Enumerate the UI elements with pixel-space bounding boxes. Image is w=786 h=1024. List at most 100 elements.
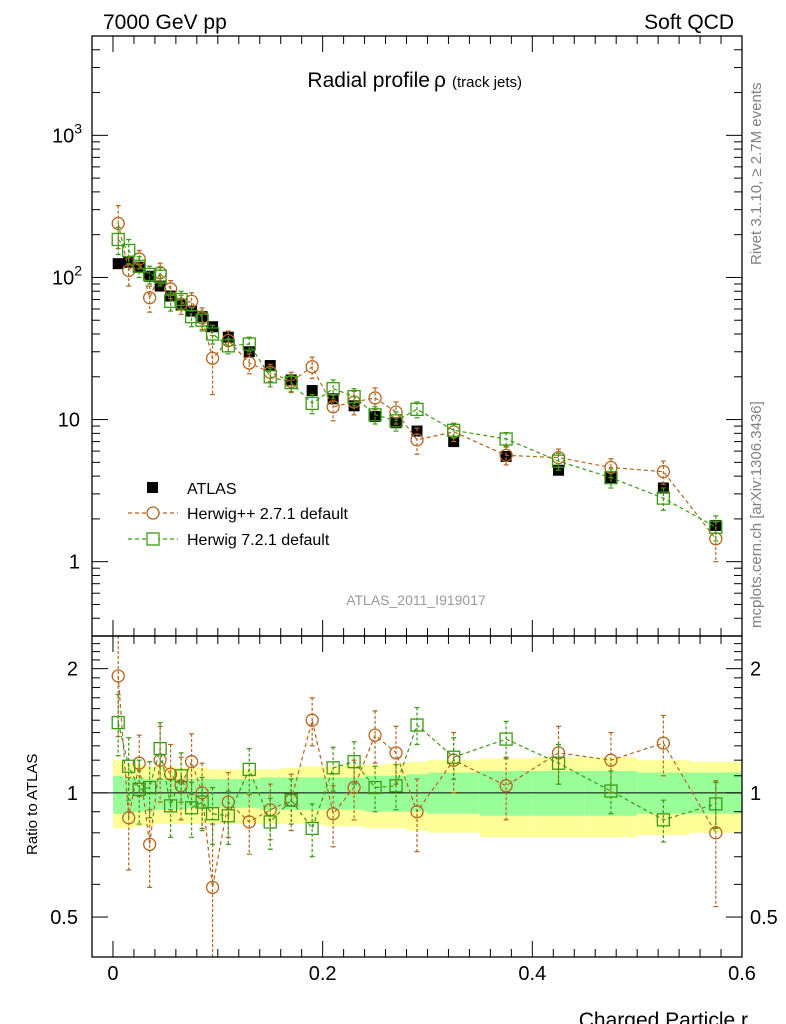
y-tick-label: 102 [52, 262, 82, 289]
analysis-id: ATLAS_2011_I919017 [346, 592, 486, 608]
ratio-plot-data [111, 635, 723, 957]
herwig7-point [221, 339, 235, 353]
ratio-herwigpp-point [132, 756, 146, 770]
ratio-herwig7-point [389, 779, 403, 793]
legend-atlas-label: ATLAS [187, 481, 237, 498]
ratio-herwig7-point [284, 793, 298, 807]
band-inner-segment [154, 779, 166, 810]
ratio-herwig7-point [174, 769, 188, 783]
band-inner-segment [112, 775, 124, 814]
legend-herwigpp-label: Herwig++ 2.7.1 default [187, 506, 349, 523]
ratio-herwigpp-point [184, 755, 199, 769]
herwig7-point [305, 396, 319, 411]
herwigpp-point [656, 465, 671, 479]
atlas-data-point [710, 519, 722, 531]
herwigpp-point [132, 252, 146, 266]
herwigpp-point [242, 356, 256, 370]
herwig7-point [709, 520, 723, 534]
ratio-y-axis-label: Ratio to ATLAS [24, 754, 41, 855]
herwig7-point [184, 309, 199, 324]
herwigpp-point [184, 294, 199, 308]
herwig7-point [389, 414, 403, 428]
herwig7-point [122, 243, 136, 258]
herwig7-point [163, 294, 178, 308]
ratio-herwig7-point [263, 815, 277, 829]
herwig7-point [284, 375, 298, 390]
herwigpp-point [143, 291, 157, 305]
herwig7-point [143, 267, 157, 282]
herwig7-line [117, 239, 717, 528]
ratio-y-tick-label: 2 [67, 659, 78, 681]
herwig7-point [326, 382, 340, 396]
ratio-herwig7-point [368, 780, 382, 795]
herwig7-point [499, 432, 513, 446]
ratio-y-tick-label-right: 1 [750, 783, 761, 805]
atlas-data-point [369, 411, 381, 423]
ratio-herwig7-point [195, 795, 209, 809]
legend-herwig7-label: Herwig 7.2.1 default [187, 532, 330, 549]
herwig7-point [132, 259, 146, 273]
herwig7-point [195, 313, 209, 327]
band-inner-segment [133, 777, 145, 812]
herwig7-point [174, 292, 188, 307]
atlas-data-point [306, 385, 318, 397]
ratio-plot-frame [91, 635, 743, 958]
ratio-herwigpp-point [368, 728, 382, 742]
ratio-herwig7-point [656, 813, 671, 827]
ratio-herwig7-point [410, 718, 424, 732]
y-tick-label: 10 [58, 410, 80, 432]
herwigpp-point [205, 351, 220, 365]
herwigpp-point [305, 360, 319, 374]
y-tick-label: 1 [69, 552, 80, 574]
ratio-herwig7-point [305, 821, 319, 836]
ratio-herwigpp-point [205, 880, 220, 895]
x-tick-label: 0.6 [728, 963, 756, 985]
band-inner-segment [385, 775, 407, 812]
ratio-herwig7-point [499, 732, 513, 746]
herwig7-point [368, 408, 382, 422]
ratio-herwig7-point [709, 797, 723, 811]
herwig7-point [656, 491, 671, 505]
atlas-data-point [112, 258, 124, 270]
rivet-label: Rivet 3.1.10, ≥ 2.7M events [748, 83, 765, 266]
ratio-herwig7-point [111, 715, 125, 730]
herwig7-point [447, 423, 461, 437]
y-tick-label: 103 [52, 120, 82, 147]
x-axis-label: Charged Particle r [579, 1009, 748, 1024]
mcplots-label: mcplots.cern.ch [arXiv:1306.3436] [748, 401, 765, 628]
herwig7-point [604, 471, 618, 485]
main-plot-data [111, 205, 723, 563]
legend-herwigpp-marker [146, 506, 160, 520]
herwigpp-point [410, 433, 424, 447]
main-plot-title-suffix: (track jets) [452, 74, 522, 91]
ratio-herwigpp-point [143, 837, 157, 852]
ratio-herwig7-point [153, 741, 167, 756]
ratio-y-tick-label: 0.5 [50, 907, 78, 929]
header-left: 7000 GeV pp [103, 11, 227, 34]
header-right: Soft QCD [644, 11, 734, 34]
ratio-herwig7-point [604, 784, 618, 798]
ratio-herwigpp-point [122, 811, 136, 825]
ratio-herwig7-point [551, 756, 566, 770]
ratio-herwigpp-point [347, 780, 361, 795]
atlas-data-point [500, 450, 512, 462]
ratio-herwigpp-point [604, 753, 618, 767]
ratio-herwigpp-point [389, 746, 403, 760]
ratio-herwigpp-point [709, 826, 723, 840]
ratio-herwigpp-point [656, 736, 671, 750]
x-tick-label: 0.4 [518, 963, 546, 985]
herwigpp-point [604, 460, 618, 475]
ratio-herwig7-point [242, 762, 256, 777]
ratio-herwigpp-point [410, 805, 424, 819]
ratio-herwigpp-point [499, 779, 513, 793]
band-inner-segment [144, 779, 155, 812]
ratio-herwigpp-line [117, 675, 717, 888]
herwig7-point [551, 454, 566, 468]
ratio-herwig7-point [163, 799, 178, 813]
ratio-herwig7-point [347, 755, 361, 769]
ratio-herwigpp-point [242, 815, 256, 829]
herwig7-point [111, 232, 125, 247]
herwig7-point [242, 337, 256, 351]
herwig7-point [153, 269, 167, 283]
x-tick-label: 0.2 [309, 963, 337, 985]
